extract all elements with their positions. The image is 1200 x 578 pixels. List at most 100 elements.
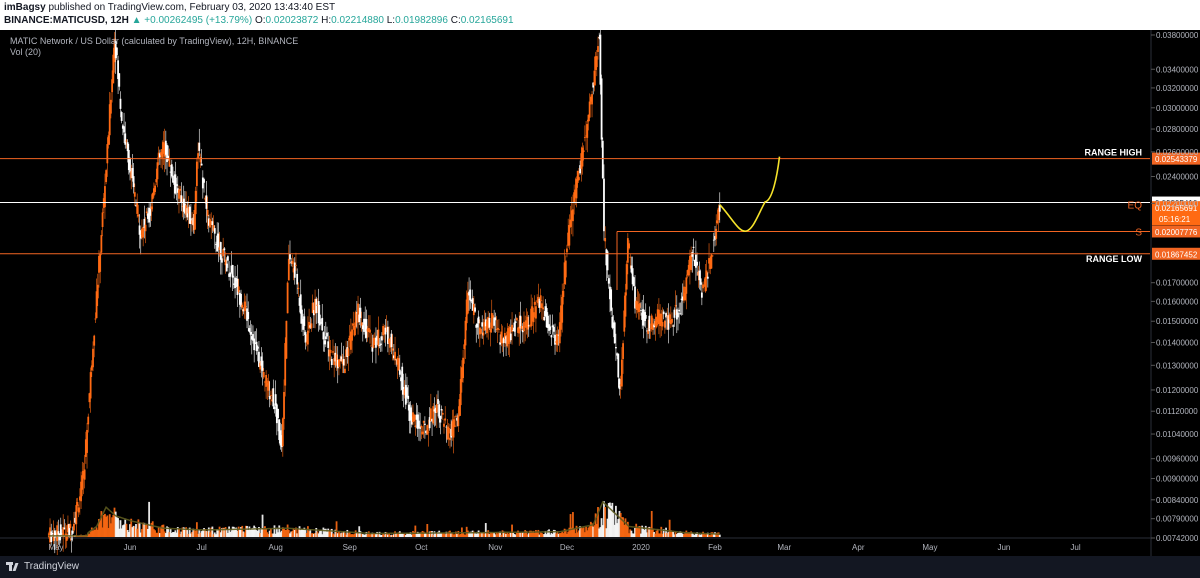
volume-bar — [162, 524, 165, 537]
volume-bar — [182, 527, 185, 537]
volume-bar — [665, 527, 667, 537]
volume-bar — [619, 512, 622, 537]
candle-body — [591, 94, 593, 105]
candle-body — [328, 349, 331, 357]
candle-body — [67, 524, 69, 533]
volume-bar — [156, 532, 159, 537]
candle-body — [530, 308, 533, 327]
volume-bar — [529, 530, 531, 537]
candle-body — [236, 278, 239, 295]
candle-body — [100, 235, 103, 253]
volume-bar — [333, 534, 336, 537]
volume-bar — [241, 525, 244, 537]
candle-body — [298, 297, 301, 306]
candle-body — [684, 293, 687, 301]
volume-bar — [376, 531, 379, 537]
candle-body — [269, 395, 272, 396]
candle-body — [698, 270, 701, 281]
volume-bar — [703, 533, 706, 537]
candle-body — [277, 408, 279, 419]
candle-body — [392, 355, 395, 359]
candle-body — [170, 164, 173, 177]
volume-bar — [626, 521, 629, 537]
tradingview-logo[interactable]: TradingView — [6, 560, 79, 572]
candle-body — [678, 309, 681, 312]
volume-bar — [540, 532, 543, 537]
volume-bar — [272, 533, 275, 537]
volume-bar — [228, 526, 231, 537]
y-tick-label: 0.01120000 — [1156, 407, 1198, 416]
volume-bar — [530, 530, 533, 537]
candle-body — [247, 311, 250, 320]
candle-body — [334, 352, 337, 362]
volume-bar — [475, 533, 478, 537]
candle-body — [494, 317, 497, 321]
candle-body — [164, 140, 167, 155]
candle-body — [201, 177, 204, 189]
volume-bar — [452, 534, 455, 537]
volume-bar — [420, 532, 423, 537]
volume-bar — [284, 529, 287, 537]
candle-body — [482, 332, 485, 336]
volume-bar — [209, 532, 211, 537]
volume-bar — [511, 524, 513, 537]
x-tick-label: Jul — [1070, 543, 1080, 552]
volume-bar — [135, 524, 137, 537]
candle-body — [174, 174, 177, 194]
candle-body — [352, 323, 355, 326]
chart-area[interactable]: RANGE HIGH0.02543379EQ0.02205416S0.02007… — [0, 30, 1200, 556]
volume-bar — [425, 533, 427, 537]
candle-body — [426, 425, 429, 435]
candle-body — [408, 404, 411, 421]
candle-body — [620, 359, 623, 387]
candle-body — [104, 186, 106, 208]
publisher-name[interactable]: imBagsy — [4, 2, 46, 13]
volume-bar — [416, 531, 419, 537]
candle-body — [680, 298, 683, 300]
volume-bar — [525, 531, 528, 537]
volume-bar — [503, 531, 506, 537]
candle-body — [568, 225, 571, 246]
candle-body — [605, 249, 608, 266]
volume-bar — [305, 533, 308, 537]
volume-bar — [328, 530, 331, 537]
candle-body — [558, 322, 561, 344]
candle-body — [73, 523, 75, 531]
y-tick-label: 0.00790000 — [1156, 515, 1199, 524]
volume-bar — [666, 532, 669, 537]
candle-body — [548, 324, 550, 331]
candle-body — [579, 165, 581, 174]
volume-bar — [391, 534, 394, 537]
candle-body — [246, 308, 248, 321]
volume-bar — [295, 527, 297, 537]
candle-body — [535, 306, 537, 319]
price-chart[interactable]: RANGE HIGH0.02543379EQ0.02205416S0.02007… — [0, 30, 1200, 556]
volume-bar — [384, 531, 387, 537]
candle-body — [402, 386, 405, 395]
volume-bar — [247, 530, 250, 537]
volume-bar — [377, 534, 380, 537]
candle-body — [652, 323, 654, 330]
candle-body — [284, 343, 287, 386]
volume-bar — [301, 529, 303, 537]
volume-bar — [261, 514, 264, 537]
y-tick-label: 0.03400000 — [1156, 65, 1199, 74]
candle-body — [135, 205, 137, 207]
volume-bar — [163, 531, 166, 537]
volume-bar — [367, 531, 370, 537]
candle-body — [121, 125, 124, 129]
volume-bar — [576, 532, 579, 537]
volume-bar — [188, 527, 191, 537]
candle-body — [106, 144, 109, 164]
volume-bar — [358, 526, 361, 537]
candle-body — [517, 327, 519, 333]
volume-bar — [519, 532, 522, 537]
volume-bar — [315, 527, 318, 537]
candle-body — [578, 177, 580, 181]
volume-bar — [388, 533, 390, 537]
volume-bar — [178, 528, 180, 537]
candle-body — [58, 533, 61, 541]
volume-bar — [521, 531, 524, 537]
candle-body — [514, 321, 517, 324]
candle-body — [450, 428, 453, 438]
